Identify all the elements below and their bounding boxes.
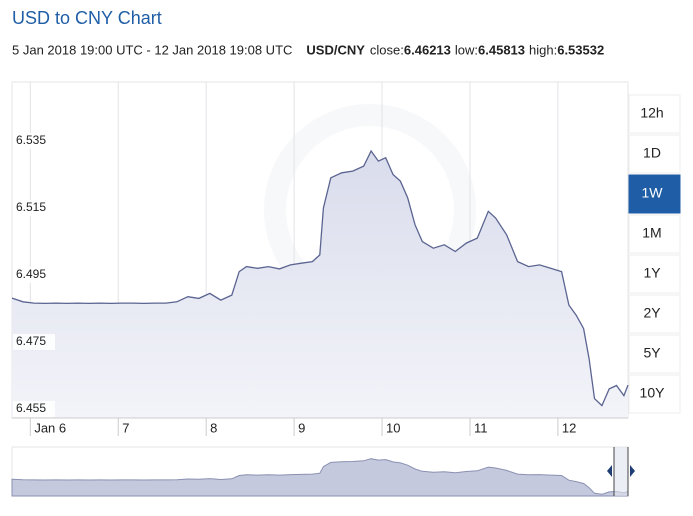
navigator-handle[interactable]	[607, 447, 635, 496]
range-button[interactable]: 5Y	[628, 334, 681, 374]
range-buttons: 12h 1D 1W 1M 1Y 2Y 5Y 10Y	[628, 94, 681, 414]
stat-value: USD/CNY	[306, 42, 365, 57]
x-axis: Jan 6 7 8 9 10 11 12	[29, 418, 576, 436]
area	[12, 151, 628, 418]
y-tick-label: 6.515	[16, 200, 46, 214]
button-label: 1M	[642, 225, 661, 241]
y-tick-box	[13, 400, 55, 417]
x-tick-label: 10	[386, 420, 400, 435]
y-tick-box	[13, 333, 55, 350]
line	[11, 149, 629, 407]
chart-title: USD to CNY Chart	[12, 8, 162, 28]
y-tick-label: 6.495	[16, 267, 46, 281]
x-tick-label: 8	[210, 420, 217, 435]
button-bg	[628, 174, 681, 214]
navigator-plot	[11, 458, 629, 497]
stat-value: 6.46213	[404, 42, 451, 57]
y-tick-box	[13, 199, 55, 216]
x-tick-label: 7	[122, 420, 129, 435]
x-tick-label: 12	[562, 420, 576, 435]
period: 5 Jan 2018 19:00 UTC - 12 Jan 2018 19:08…	[12, 42, 292, 57]
y-axis: 6.455 6.475 6.495 6.515 6.535	[13, 132, 55, 417]
x-tick-label: Jan 6	[34, 420, 66, 435]
range-button[interactable]: 1W	[628, 174, 681, 214]
stat-label: close:	[370, 42, 404, 57]
button-bg	[628, 294, 681, 334]
range-button[interactable]: 2Y	[628, 294, 681, 334]
info-line: 5 Jan 2018 19:00 UTC - 12 Jan 2018 19:08…	[12, 42, 604, 57]
handle-arrow	[630, 465, 635, 477]
x-tick-label: 9	[298, 420, 305, 435]
y-tick-box	[13, 132, 55, 149]
button-bg	[628, 94, 681, 134]
button-bg	[628, 374, 681, 414]
button-bg	[628, 254, 681, 294]
stat-label: low:	[455, 42, 478, 57]
range-button[interactable]: 1D	[628, 134, 681, 174]
stat-value: 6.53532	[557, 42, 604, 57]
range-button[interactable]: 1Y	[628, 254, 681, 294]
button-bg	[628, 214, 681, 254]
button-label: 1Y	[643, 265, 661, 281]
y-tick-label: 6.535	[16, 133, 46, 147]
navigator-window	[614, 447, 628, 496]
plot	[11, 149, 629, 418]
handle-arrow	[607, 465, 612, 477]
range-button[interactable]: 1M	[628, 214, 681, 254]
y-tick-label: 6.455	[16, 401, 46, 415]
range-button[interactable]: 12h	[628, 94, 681, 134]
button-label: 10Y	[640, 385, 666, 401]
button-label: 1D	[643, 145, 661, 161]
x-tick-label: 11	[474, 420, 488, 435]
y-tick-box	[13, 266, 55, 283]
button-label: 1W	[642, 185, 664, 201]
range-button[interactable]: 10Y	[628, 374, 681, 414]
stat-value: 6.45813	[478, 42, 525, 57]
button-bg	[628, 334, 681, 374]
button-label: 2Y	[643, 305, 661, 321]
navigator-area	[11, 458, 629, 497]
button-bg	[628, 134, 681, 174]
button-label: 5Y	[643, 345, 661, 361]
stat-label: high:	[529, 42, 557, 57]
y-tick-label: 6.475	[16, 334, 46, 348]
button-label: 12h	[640, 105, 663, 121]
